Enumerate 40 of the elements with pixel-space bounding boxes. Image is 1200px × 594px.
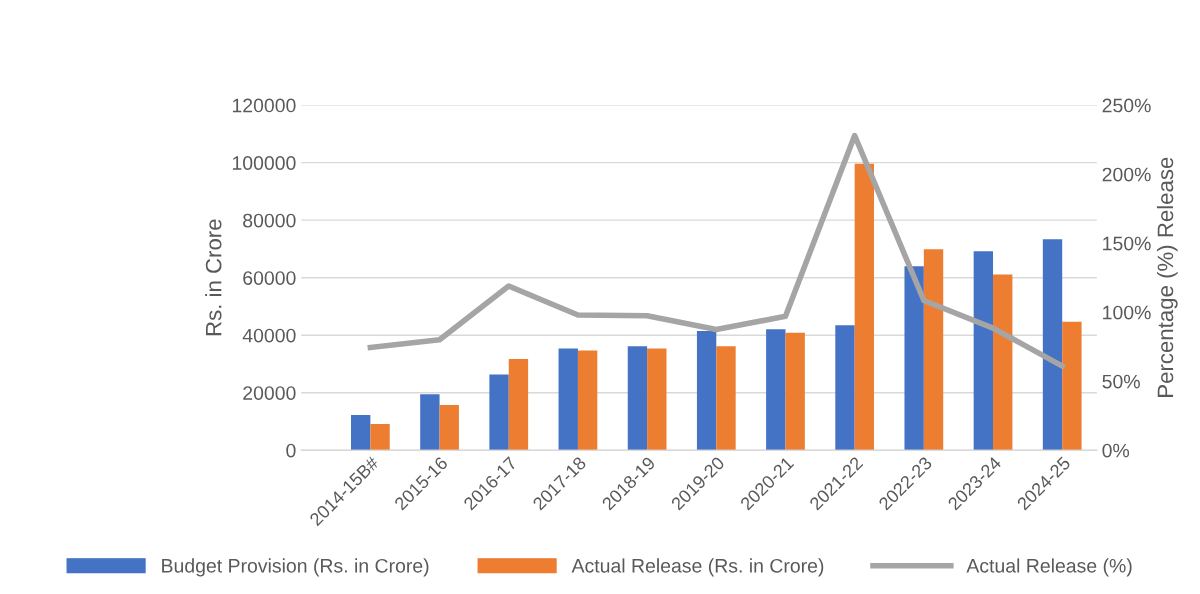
bar — [439, 405, 459, 451]
legend-label: Budget Provision (Rs. in Crore) — [162, 558, 429, 577]
y2-tick-label: 50% — [1102, 374, 1140, 389]
y2-tick-label: 0% — [1102, 443, 1130, 458]
bar — [351, 414, 371, 451]
bar — [973, 251, 994, 451]
bar — [716, 346, 736, 451]
y-tick-label: 120000 — [232, 98, 296, 113]
bar — [627, 346, 648, 451]
y-tick-label: 80000 — [243, 213, 296, 228]
bar — [420, 394, 440, 451]
y-tick-label: 100000 — [232, 156, 296, 170]
y-tick-label: 0 — [286, 443, 296, 458]
bar — [904, 266, 924, 451]
bar — [923, 249, 944, 451]
y-tick-label: 40000 — [242, 328, 296, 343]
y2-tick-label: 200% — [1102, 167, 1151, 182]
y-tick-label: 20000 — [243, 386, 296, 400]
bar — [854, 163, 875, 451]
bar — [993, 274, 1013, 451]
bar — [370, 424, 390, 451]
legend-label: Actual Release (%) — [966, 558, 1132, 577]
y2-tick-label: 250% — [1102, 98, 1151, 113]
bar — [647, 348, 667, 451]
y-axis-title: Rs. in Crore — [205, 219, 222, 336]
bar — [508, 359, 529, 451]
bar — [1042, 239, 1063, 451]
bar — [696, 330, 717, 451]
bar — [835, 325, 855, 451]
y-tick-label: 60000 — [243, 271, 296, 285]
y2-tick-label: 100% — [1103, 305, 1151, 320]
y2-axis-title: Percentage (%) Release — [1156, 157, 1178, 397]
y2-tick-label: 150% — [1103, 236, 1151, 251]
bar — [785, 332, 805, 451]
bar — [489, 374, 509, 451]
bar — [1062, 321, 1082, 451]
legend-label: Actual Release (Rs. in Crore) — [571, 558, 824, 577]
bar — [558, 348, 578, 451]
bar — [577, 350, 598, 451]
bar — [766, 329, 786, 451]
